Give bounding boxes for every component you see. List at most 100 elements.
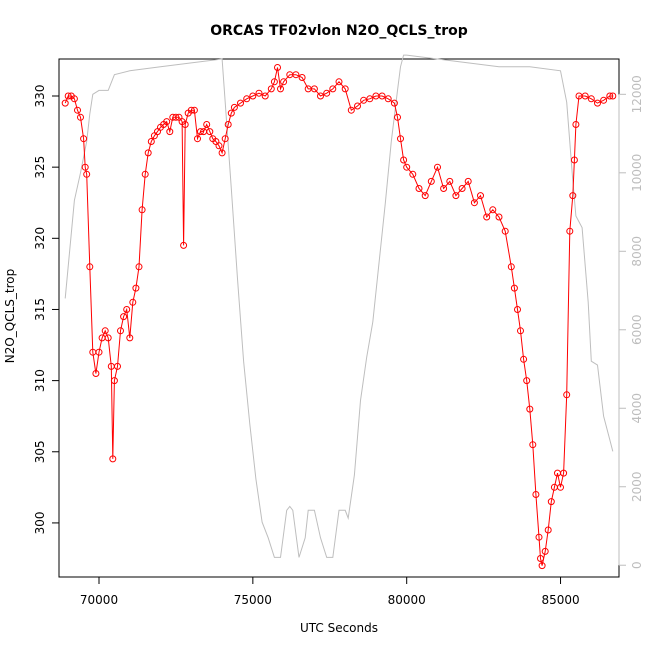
x-tick-label: 85000 (541, 593, 579, 607)
n2o-point (221, 135, 229, 143)
n2o-point (197, 128, 204, 136)
n2o-point (390, 99, 398, 107)
n2o-point (166, 128, 174, 136)
n2o-point (366, 95, 374, 103)
n2o-series (61, 64, 617, 570)
n2o-point (215, 142, 223, 150)
n2o-point (126, 334, 134, 342)
n2o-point (298, 74, 306, 81)
n2o-point (267, 85, 275, 93)
y-tick-label: 320 (33, 227, 47, 250)
x-tick-label: 70000 (80, 593, 118, 607)
n2o-point (541, 547, 549, 555)
n2o-point (514, 306, 521, 313)
x-tick-label: 80000 (388, 593, 426, 607)
n2o-point (354, 102, 361, 110)
n2o-point (110, 377, 118, 385)
n2o-point (403, 163, 411, 171)
n2o-point (74, 106, 81, 114)
n2o-point (483, 213, 491, 221)
n2o-point (600, 96, 608, 104)
n2o-point (120, 313, 128, 321)
x-axis-label: UTC Seconds (300, 621, 378, 635)
n2o-point (187, 106, 195, 114)
n2o-point (547, 498, 555, 506)
n2o-point (427, 177, 435, 185)
n2o-point (329, 85, 337, 93)
n2o-point (92, 370, 100, 377)
y2-tick-label: 2000 (630, 471, 644, 502)
n2o-point (606, 92, 614, 100)
n2o-point (570, 156, 578, 164)
n2o-point (277, 85, 284, 93)
n2o-point (80, 135, 88, 143)
n2o-point (147, 138, 155, 145)
n2o-point (609, 92, 617, 100)
n2o-point (101, 327, 109, 335)
n2o-point (470, 199, 478, 207)
n2o-point (261, 92, 269, 100)
n2o-point (190, 106, 198, 114)
n2o-point (81, 163, 89, 171)
n2o-point (510, 284, 518, 292)
n2o-point (341, 85, 349, 93)
n2o-point (544, 526, 552, 534)
n2o-point (172, 113, 180, 121)
n2o-point (452, 192, 460, 200)
y-tick-label: 300 (33, 511, 47, 534)
plot-frame (58, 58, 620, 578)
n2o-point (421, 192, 429, 200)
n2o-point (464, 177, 472, 185)
n2o-point (138, 206, 146, 214)
n2o-point (323, 89, 331, 97)
n2o-point (526, 405, 534, 413)
y2-tick-label: 8000 (630, 236, 644, 267)
n2o-point (440, 185, 448, 192)
y-tick-label: 305 (33, 440, 47, 463)
n2o-point (114, 362, 121, 370)
n2o-point (397, 135, 404, 143)
n2o-point (557, 483, 564, 491)
n2o-point (280, 78, 288, 86)
n2o-point (86, 263, 94, 271)
n2o-point (560, 469, 568, 477)
n2o-point (123, 306, 131, 313)
n2o-point (446, 177, 454, 185)
n2o-point (489, 206, 497, 214)
altitude-series (64, 54, 614, 558)
n2o-point (458, 185, 466, 192)
n2o-point (104, 334, 112, 342)
n2o-point (132, 284, 140, 292)
n2o-point (206, 128, 214, 136)
n2o-point (270, 78, 278, 86)
y2-tick-label: 0 (630, 561, 644, 569)
n2o-point (477, 192, 484, 200)
n2o-point (537, 555, 544, 562)
y2-tick-label: 12000 (630, 75, 644, 113)
n2o-point (203, 121, 211, 128)
n2o-point (400, 156, 408, 164)
n2o-point (520, 355, 528, 363)
y2-tick-label: 4000 (630, 393, 644, 424)
n2o-point (317, 92, 324, 100)
n2o-point (572, 121, 580, 128)
n2o-point (77, 113, 84, 121)
n2o-point (230, 103, 238, 111)
axes: 70000 75000 80000 8500030030531031532032533… (33, 75, 644, 607)
n2o-point (495, 213, 503, 221)
n2o-point (529, 441, 537, 449)
n2o-point (95, 348, 103, 356)
chart-title: ORCAS TF02vlon N2O_QCLS_trop (210, 23, 468, 39)
n2o-point (64, 92, 72, 100)
n2o-point (237, 99, 244, 107)
n2o-point (180, 241, 188, 249)
n2o-point (569, 192, 577, 200)
altitude-line (64, 54, 614, 558)
n2o-point (109, 455, 117, 463)
n2o-point (83, 170, 91, 178)
y-axis-label: N2O_QCLS_trop (3, 269, 17, 364)
n2o-point (274, 64, 281, 71)
n2o-point (507, 263, 515, 271)
n2o-point (566, 227, 574, 235)
